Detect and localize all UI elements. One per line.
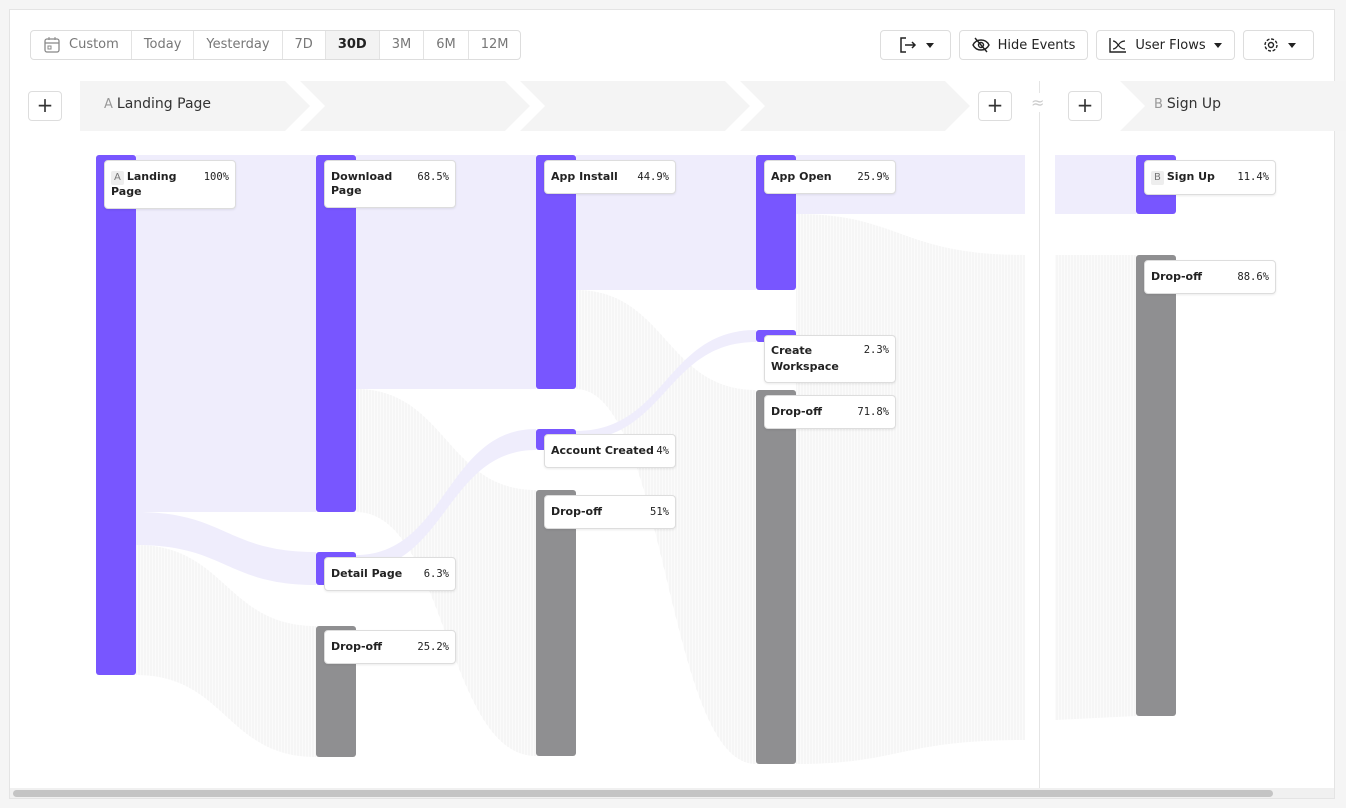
- dropoff-flow: [1055, 255, 1136, 720]
- date-range-selector: Custom Today Yesterday 7D 30D 3M 6M 12M: [30, 30, 522, 60]
- flow-download-install: [356, 155, 536, 389]
- eye-slash-icon: [971, 37, 990, 53]
- dropoff-flow: [796, 214, 1025, 764]
- flow-signup-in: [1055, 155, 1136, 214]
- node-label-app-install[interactable]: App Install 44.9%: [544, 160, 676, 194]
- node-label-create-workspace[interactable]: Create Workspace 2.3%: [764, 335, 896, 383]
- step-gap-divider: [1039, 81, 1040, 788]
- step-a-label: A Landing Page: [104, 96, 212, 112]
- add-step-before-button[interactable]: +: [28, 91, 62, 121]
- range-yesterday[interactable]: Yesterday: [194, 31, 283, 59]
- settings-button[interactable]: [1243, 30, 1314, 60]
- flows-icon: [1109, 38, 1127, 53]
- node-bar-app-install[interactable]: [536, 155, 576, 389]
- node-label-landing-page[interactable]: A Landing Page 100%: [104, 160, 236, 209]
- flow-detail-account: [356, 429, 536, 570]
- node-label-download-page[interactable]: Download Page 68.5%: [324, 160, 456, 208]
- node-label-account-created[interactable]: Account Created 4%: [544, 434, 676, 468]
- range-6m[interactable]: 6M: [424, 31, 469, 59]
- hide-events-button[interactable]: Hide Events: [959, 30, 1088, 60]
- range-today[interactable]: Today: [132, 31, 195, 59]
- node-label-dropoff[interactable]: Drop-off 88.6%: [1144, 260, 1276, 294]
- node-bar-dropoff[interactable]: [536, 490, 576, 756]
- node-bar-dropoff[interactable]: [1136, 255, 1176, 716]
- dropoff-flow: [136, 545, 316, 757]
- scrollbar-thumb[interactable]: [13, 790, 1273, 797]
- node-label-app-open[interactable]: App Open 25.9%: [764, 160, 896, 194]
- step-header-b[interactable]: [1120, 81, 1346, 131]
- chart-type-dropdown[interactable]: User Flows: [1096, 30, 1235, 60]
- gear-icon: [1263, 38, 1278, 52]
- caret-down-icon: [925, 42, 934, 48]
- step-header-3[interactable]: [520, 81, 750, 131]
- range-12m[interactable]: 12M: [480, 37, 509, 52]
- flow-landing-detail: [136, 512, 316, 585]
- step-header-a[interactable]: [80, 81, 310, 131]
- node-bar-download-page[interactable]: [316, 155, 356, 512]
- flow-account-workspace: [576, 330, 756, 440]
- caret-down-icon: [1213, 42, 1222, 48]
- flow-landing-download: [136, 155, 316, 512]
- node-label-dropoff[interactable]: Drop-off 71.8%: [764, 395, 896, 429]
- step-header-2[interactable]: [300, 81, 530, 131]
- calendar-icon: [44, 37, 60, 53]
- horizontal-scrollbar[interactable]: [10, 788, 1334, 798]
- step-header-4[interactable]: [740, 81, 970, 131]
- gap-symbol: ≈: [1031, 93, 1045, 112]
- node-label-dropoff[interactable]: Drop-off 25.2%: [324, 630, 456, 664]
- range-30d[interactable]: 30D: [325, 31, 380, 59]
- range-label: Custom: [69, 37, 119, 52]
- node-bar-dropoff[interactable]: [756, 390, 796, 764]
- hide-events-label: Hide Events: [997, 37, 1076, 53]
- node-label-detail-page[interactable]: Detail Page 6.3%: [324, 557, 456, 591]
- caret-down-icon: [1287, 42, 1296, 48]
- range-3m[interactable]: 3M: [380, 31, 425, 59]
- chart-type-label: User Flows: [1135, 37, 1206, 53]
- export-icon: [899, 37, 916, 53]
- node-label-dropoff[interactable]: Drop-off 51%: [544, 495, 676, 529]
- export-button[interactable]: [880, 30, 951, 60]
- range-7d[interactable]: 7D: [283, 31, 326, 59]
- add-step-after-button[interactable]: +: [978, 91, 1012, 121]
- range-custom[interactable]: Custom: [31, 31, 132, 59]
- node-bar-landing-page[interactable]: [96, 155, 136, 675]
- add-step-before-b-button[interactable]: +: [1068, 91, 1102, 121]
- node-label-sign-up[interactable]: B Sign Up 11.4%: [1144, 160, 1276, 195]
- step-b-label: B Sign Up: [1154, 96, 1222, 112]
